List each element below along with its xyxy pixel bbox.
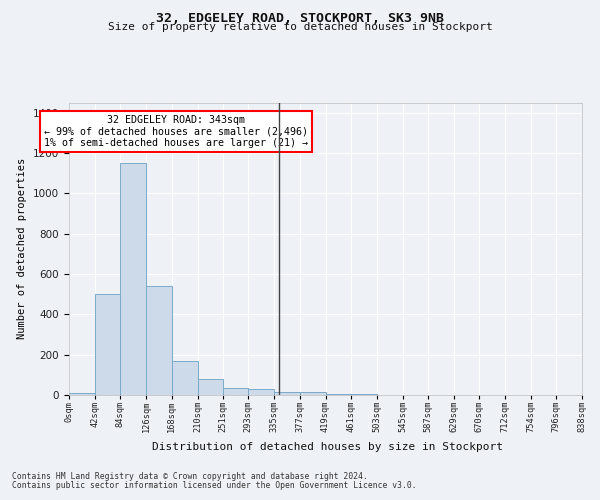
- Text: 32, EDGELEY ROAD, STOCKPORT, SK3 9NB: 32, EDGELEY ROAD, STOCKPORT, SK3 9NB: [156, 12, 444, 26]
- Text: Contains public sector information licensed under the Open Government Licence v3: Contains public sector information licen…: [12, 481, 416, 490]
- Bar: [274, 392, 300, 395]
- Bar: [146, 286, 172, 395]
- Bar: [325, 394, 351, 395]
- Bar: [223, 388, 248, 395]
- Bar: [248, 390, 274, 395]
- Bar: [121, 163, 146, 395]
- Bar: [95, 294, 121, 395]
- Text: Contains HM Land Registry data © Crown copyright and database right 2024.: Contains HM Land Registry data © Crown c…: [12, 472, 368, 481]
- Bar: [69, 393, 95, 395]
- Text: Size of property relative to detached houses in Stockport: Size of property relative to detached ho…: [107, 22, 493, 32]
- Bar: [300, 392, 325, 395]
- Bar: [172, 360, 197, 395]
- Text: Distribution of detached houses by size in Stockport: Distribution of detached houses by size …: [151, 442, 503, 452]
- Bar: [197, 379, 223, 395]
- Text: 32 EDGELEY ROAD: 343sqm  
← 99% of detached houses are smaller (2,496)
1% of sem: 32 EDGELEY ROAD: 343sqm ← 99% of detache…: [44, 114, 308, 148]
- Bar: [351, 394, 377, 395]
- Y-axis label: Number of detached properties: Number of detached properties: [17, 158, 28, 340]
